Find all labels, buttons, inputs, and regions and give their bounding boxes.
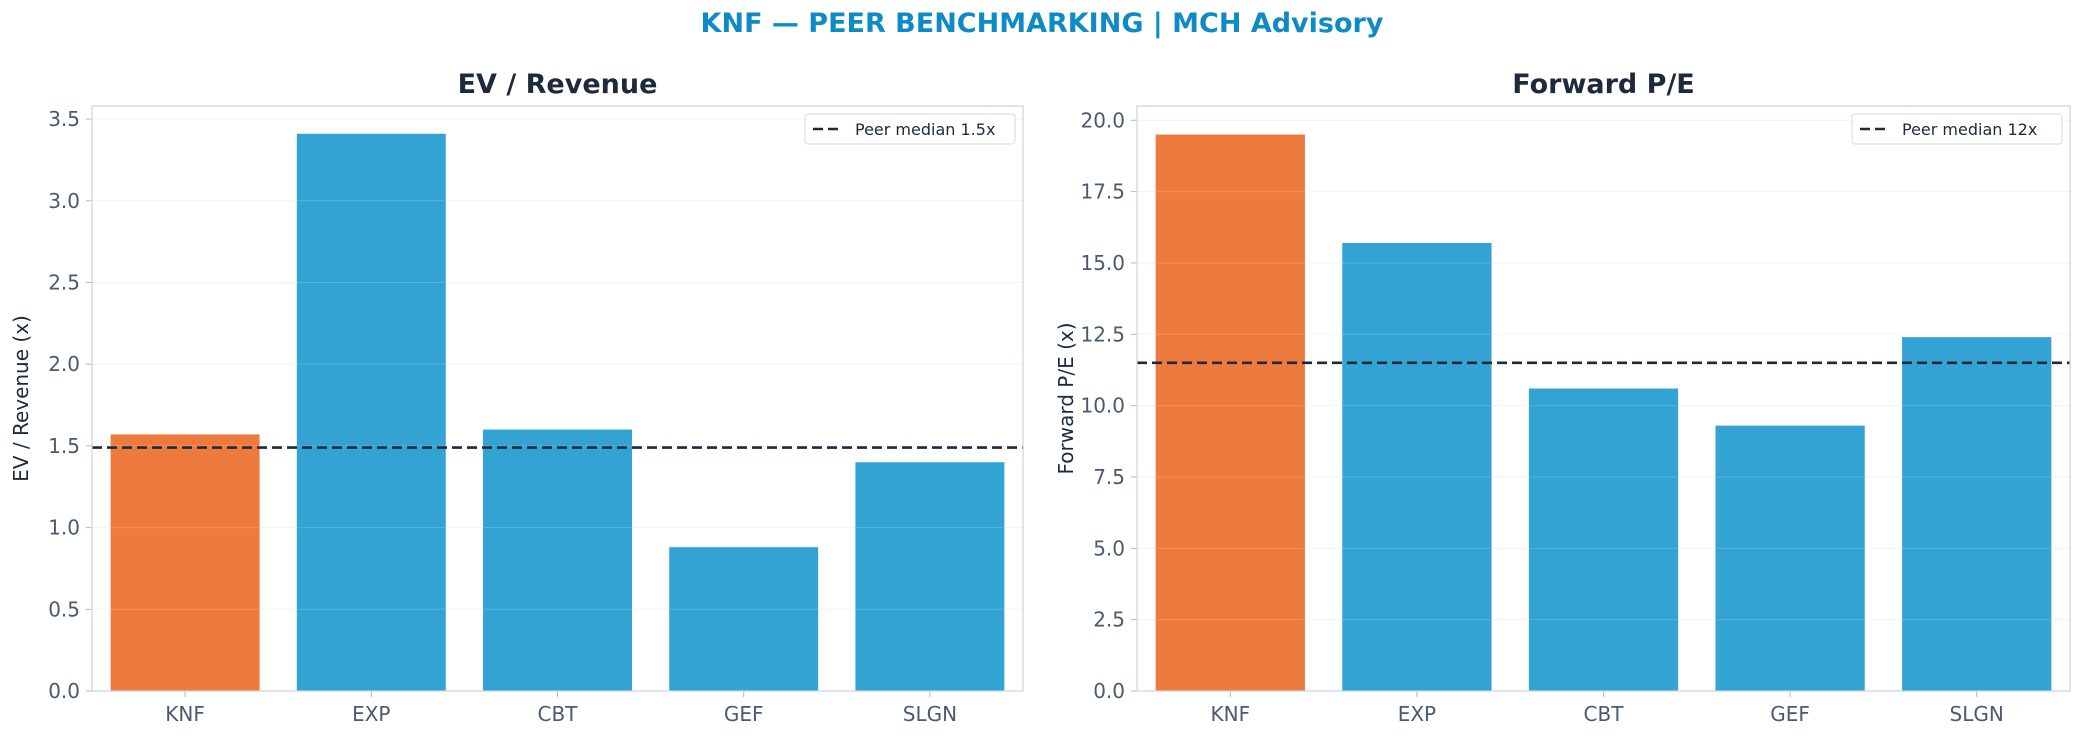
y-tick-label: 12.5	[1080, 322, 1125, 346]
forward-pe-chart: Forward P/E Forward P/E (x) KNF EXP CBT GEF SL…	[1054, 69, 2071, 726]
y-tick-label: 0.0	[48, 679, 80, 703]
x-tick-label: CBT	[1584, 702, 1625, 726]
y-tick-label: 2.0	[48, 352, 80, 376]
bar-cbt	[483, 429, 632, 691]
plot-frame	[91, 105, 1024, 692]
legend-box	[804, 113, 1016, 145]
bar-gef	[669, 547, 819, 691]
x-tick-label: GEF	[724, 702, 764, 726]
bar-knf	[110, 434, 260, 691]
y-tick-label: 15.0	[1080, 251, 1125, 275]
bar-exp	[296, 133, 446, 692]
y-tick-label: 3.0	[48, 189, 80, 213]
y-tick-label: 2.5	[1093, 608, 1125, 632]
y-tick-label: 1.5	[48, 434, 80, 458]
bar-slgn	[855, 462, 1005, 691]
plot-frame	[1136, 105, 2071, 692]
legend-label: Peer median 1.5x	[855, 120, 995, 139]
ev-revenue-chart: EV / Revenue EV / Revenue (x) KNF EXP CBT GEF…	[9, 69, 1024, 726]
legend-label: Peer median 12x	[1902, 120, 2037, 139]
main-title: KNF — PEER BENCHMARKING | MCH Advisory	[700, 8, 1384, 39]
y-tick-label: 17.5	[1080, 180, 1125, 204]
y-axis-label: EV / Revenue (x)	[9, 315, 33, 482]
chart-title: Forward P/E	[1512, 69, 1695, 100]
bar-gef	[1715, 425, 1865, 691]
bar-knf	[1155, 134, 1305, 691]
y-tick-label: 0.0	[1093, 679, 1125, 703]
legend: Peer median 1.5x	[804, 113, 1016, 145]
y-tick-label: 3.5	[48, 107, 80, 131]
bar-cbt	[1528, 388, 1679, 691]
y-tick-label: 2.5	[48, 270, 80, 294]
x-tick-label: CBT	[538, 702, 579, 726]
x-tick-label: GEF	[1770, 702, 1810, 726]
x-tick-label: KNF	[165, 702, 205, 726]
legend-box	[1851, 113, 2063, 145]
legend: Peer median 12x	[1851, 113, 2063, 145]
y-tick-label: 10.0	[1080, 394, 1125, 418]
bar-exp	[1342, 242, 1492, 691]
y-tick-label: 7.5	[1093, 465, 1125, 489]
x-tick-label: EXP	[1398, 702, 1436, 726]
y-tick-label: 0.5	[48, 597, 80, 621]
y-tick-label: 5.0	[1093, 536, 1125, 560]
x-tick-label: KNF	[1211, 702, 1251, 726]
y-tick-label: 1.0	[48, 516, 80, 540]
bar-slgn	[1902, 337, 2052, 691]
chart-title: EV / Revenue	[458, 69, 658, 100]
y-axis-label: Forward P/E (x)	[1054, 322, 1078, 474]
x-tick-label: SLGN	[1950, 702, 2004, 726]
x-tick-label: SLGN	[903, 702, 957, 726]
y-tick-label: 20.0	[1080, 108, 1125, 132]
x-tick-label: EXP	[352, 702, 390, 726]
